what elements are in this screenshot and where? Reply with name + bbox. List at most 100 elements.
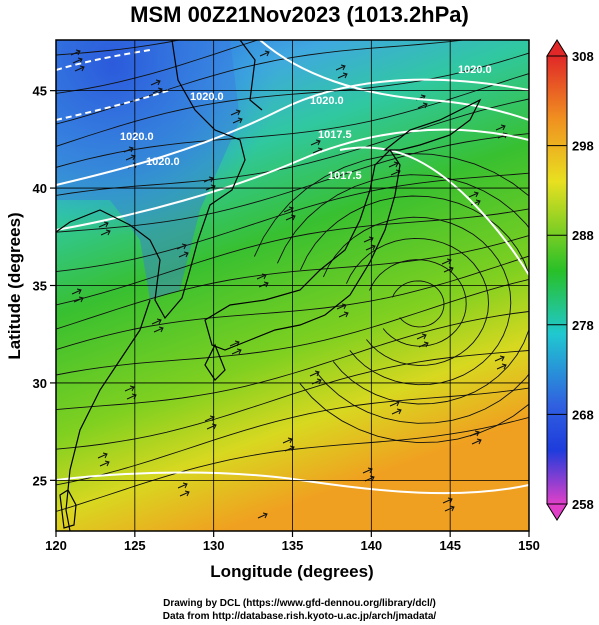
y-tick-label: 45 [33,84,47,99]
japan-honshu-coast [204,149,401,351]
wind-arrow [444,505,455,512]
isobar-label: 1017.5 [318,129,352,141]
y-tick-label: 35 [33,279,47,294]
wind-arrow [283,206,294,213]
wind-arrow [256,273,267,280]
wind-arrow [362,467,373,474]
wind-arrow [496,363,507,370]
wind-arrow [418,341,429,348]
colorbar-gradient [546,55,568,505]
korea-china-coast [56,40,246,320]
streamline [253,153,529,444]
kyushu-coast [204,343,226,381]
wind-arrow [470,199,481,206]
wind-arrow [100,229,111,236]
wind-arrow [123,146,134,153]
y-axis-label: Latitude (degrees) [5,212,24,359]
wind-arrow [72,57,83,64]
x-tick-label: 140 [360,538,382,553]
isobar-label: 1020.0 [310,95,344,107]
streamline [299,195,529,405]
colorbar-tick-label: 308 [572,49,594,64]
wind-arrow [469,430,480,437]
colorbar-tick-label: 258 [572,497,594,512]
wind-arrow [179,490,190,497]
wind-arrow [441,258,452,265]
isobar-label: 1020.0 [458,64,492,76]
isobar-line [56,78,529,186]
isobar-label: 1020.0 [190,91,224,103]
coastlines [56,40,482,531]
wind-arrow [151,318,162,325]
wind-arrow [176,243,187,250]
wind-arrow [231,348,242,355]
wind-arrow [310,139,321,146]
isobar-label: 1020.0 [146,156,180,168]
wind-arrow [99,460,110,467]
credit-drawing: Drawing by DCL (https://www.gfd-dennou.o… [163,598,436,609]
china-coast [65,299,151,531]
wind-arrow [98,221,109,228]
wind-arrow [257,512,268,519]
wind-arrow [73,296,84,303]
wind-arrow [417,102,428,109]
isobar-line [56,49,151,71]
streamline [392,280,445,328]
wind-arrow [335,64,346,71]
wind-arrow [309,370,320,377]
wind-arrow [337,72,348,79]
wind-arrow [230,109,241,116]
y-tick-label: 40 [33,181,47,196]
wind-arrow [70,49,81,56]
plot-area: 1020.0 1020.0 1017.5 1017.5 1020.0 1020.… [56,40,529,531]
wind-arrow [494,355,505,362]
wind-arrow [177,482,188,489]
colorbar-tick-label: 268 [572,407,594,422]
colorbar-tick-label: 298 [572,139,594,154]
colorbar-tick-label: 278 [572,318,594,333]
x-tick-label: 150 [518,538,540,553]
wind-arrow [468,191,479,198]
x-tick-label: 120 [45,538,67,553]
wind-arrow [74,65,85,72]
x-tick-label: 145 [439,538,461,553]
isobar-label: 1020.0 [120,131,154,143]
wind-arrow [365,244,376,251]
wind-arrow [232,117,243,124]
japan-hokkaido-coast [383,98,482,151]
wind-arrow [338,311,349,318]
colorbar-max-arrow [546,39,568,57]
map-title: MSM 00Z21Nov2023 (1013.2hPa) [130,2,469,27]
isobar-line [339,146,529,276]
colorbar-ticks: 308 298 288 278 268 258 [547,49,594,512]
y-tick-label: 25 [33,473,47,488]
isobar-line [259,40,529,121]
wind-arrow [282,437,293,444]
taiwan-coast [59,489,77,529]
x-axis-label: Longitude (degrees) [210,562,373,581]
isobar-line [56,128,529,231]
wind-arrow [153,326,164,333]
wind-arrow [495,124,506,131]
x-tick-label: 135 [282,538,304,553]
isobar-line [56,89,171,121]
wind-arrow [471,438,482,445]
x-axis-ticks: 120 125 130 135 140 145 150 [45,531,540,553]
colorbar-tick-label: 288 [572,228,594,243]
x-tick-label: 130 [203,538,225,553]
streamline [276,174,529,424]
lat-lon-grid [56,40,529,531]
colorbar: 308 298 288 278 268 258 [546,39,594,521]
wind-arrow [336,303,347,310]
y-tick-label: 30 [33,376,47,391]
credits: Drawing by DCL (https://www.gfd-dennou.o… [0,597,599,623]
streamline [322,216,512,386]
wind-arrow [259,50,270,57]
wind-arrow [389,400,400,407]
wind-arrow [416,333,427,340]
wind-arrow [124,385,135,392]
credit-data: Data from http://database.rish.kyoto-u.a… [162,611,437,622]
continental-cold-region [56,40,240,300]
wind-arrow [71,288,82,295]
